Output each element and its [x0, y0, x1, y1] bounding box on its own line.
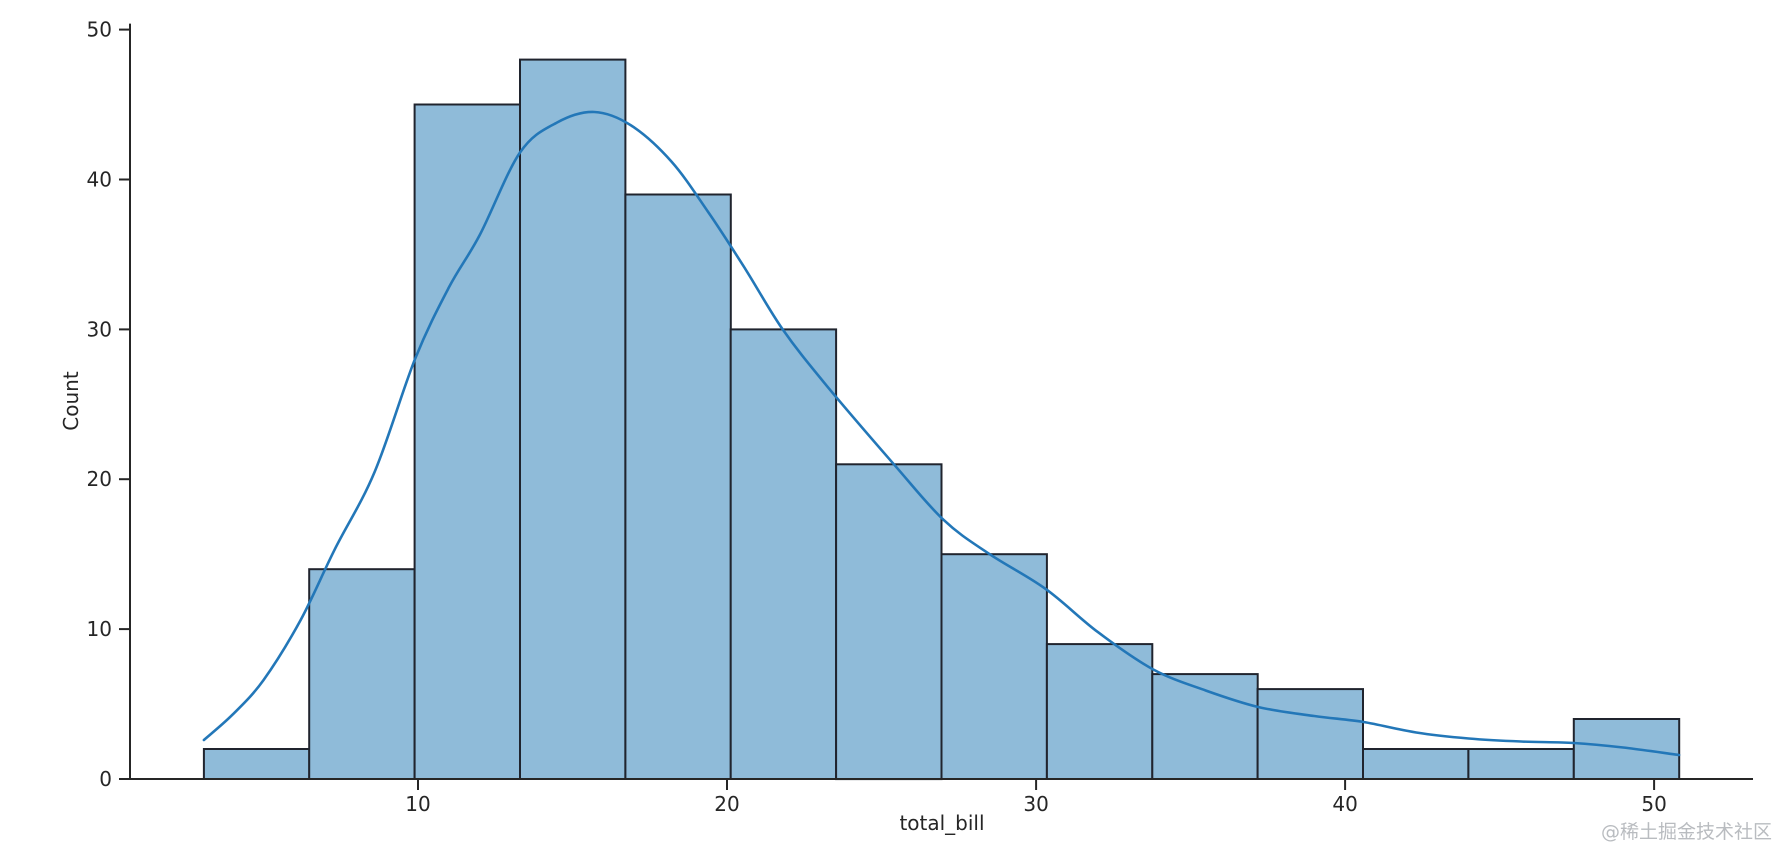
- histogram-bar: [308, 568, 416, 781]
- x-tick-label: 30: [1023, 792, 1048, 816]
- histogram-bar: [624, 193, 732, 780]
- y-axis-ticks: 0 10 20 30 40 50: [87, 18, 130, 791]
- histogram-bar: [1362, 748, 1470, 780]
- x-tick-label: 20: [714, 792, 739, 816]
- y-tick-label: 50: [87, 18, 112, 42]
- watermark-text: @稀土掘金技术社区: [1601, 821, 1772, 843]
- histogram-bar: [835, 463, 943, 781]
- y-tick-label: 30: [87, 317, 112, 341]
- y-tick-label: 10: [87, 617, 112, 641]
- x-tick-label: 10: [405, 792, 430, 816]
- x-axis-label: total_bill: [899, 811, 984, 835]
- kde-curve: [202, 110, 1681, 757]
- x-tick-label: 40: [1332, 792, 1357, 816]
- histogram-bar: [940, 553, 1048, 781]
- histogram-bar: [1467, 748, 1575, 780]
- histogram-bars: [202, 58, 1681, 781]
- x-tick-label: 50: [1641, 792, 1666, 816]
- y-axis-label: Count: [59, 371, 83, 431]
- histogram-bar: [1045, 643, 1154, 780]
- y-tick-label: 20: [87, 467, 112, 491]
- histogram-bar: [202, 748, 311, 780]
- histogram-bar: [729, 328, 838, 780]
- y-tick-label: 40: [87, 168, 112, 192]
- x-axis-ticks: 10 20 30 40 50: [405, 779, 1667, 816]
- y-tick-label: 0: [99, 767, 112, 791]
- histogram-bar: [1256, 688, 1364, 780]
- histogram-bar: [413, 103, 522, 780]
- histogram-bar: [519, 58, 627, 781]
